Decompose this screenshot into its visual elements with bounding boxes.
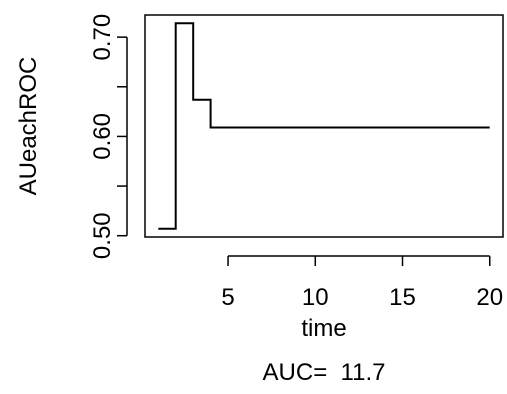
x-axis: 5 10 15 20 (221, 255, 503, 311)
series-step-line (158, 22, 490, 230)
plot-frame (144, 14, 504, 238)
x-tick-label: 10 (302, 284, 329, 311)
y-axis: 0.50 0.60 0.70 (89, 14, 128, 259)
y-tick-label: 0.60 (89, 113, 116, 160)
series-group (158, 22, 490, 230)
x-tick-label: 20 (476, 284, 503, 311)
x-tick-label: 15 (389, 284, 416, 311)
auc-subtitle: AUC= 11.7 (263, 359, 386, 386)
x-tick-label: 5 (221, 284, 234, 311)
y-tick-label: 0.70 (89, 14, 116, 61)
x-axis-label: time (301, 315, 346, 342)
y-axis-label: AUeachROC (15, 57, 42, 196)
y-tick-label: 0.50 (89, 212, 116, 259)
